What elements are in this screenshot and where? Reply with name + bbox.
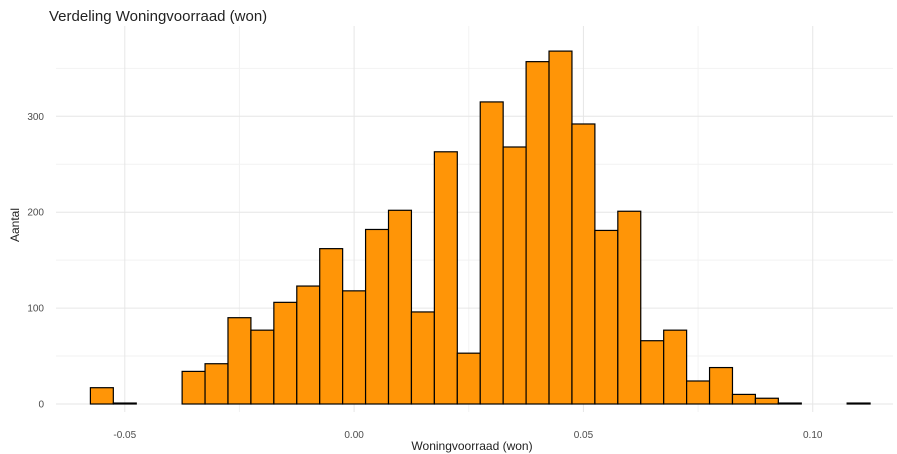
histogram-bar — [686, 380, 711, 405]
histogram-bar — [548, 50, 573, 405]
histogram-bar — [433, 151, 458, 405]
x-tick-label: 0.10 — [803, 430, 823, 441]
histogram-bar — [708, 366, 734, 405]
histogram-bar — [571, 123, 596, 405]
y-tick-label: 100 — [27, 304, 44, 315]
x-tick-labels: -0.05 0.00 0.05 0.10 — [113, 430, 823, 441]
histogram-bar — [594, 229, 619, 405]
histogram-bars — [89, 50, 871, 405]
histogram-bar — [479, 101, 504, 405]
chart-title: Verdeling Woningvoorraad (won) — [49, 8, 268, 25]
histogram-bar — [250, 329, 275, 405]
x-axis-label: Woningvoorraad (won) — [411, 439, 532, 453]
histogram-bar — [663, 329, 688, 405]
histogram-bar — [456, 352, 481, 405]
x-tick-label: 0.00 — [344, 430, 364, 441]
histogram-bar — [112, 402, 137, 405]
histogram-bar — [731, 393, 757, 405]
histogram-bar — [502, 146, 527, 405]
histogram-bar — [387, 209, 413, 405]
histogram-bar — [319, 248, 344, 405]
y-tick-label: 200 — [27, 208, 44, 219]
x-tick-label: -0.05 — [113, 430, 136, 441]
y-tick-labels: 0 100 200 300 — [27, 112, 44, 411]
histogram-bar — [525, 61, 550, 405]
histogram-bar — [204, 363, 229, 405]
histogram-bar — [273, 301, 298, 405]
y-tick-label: 0 — [38, 400, 44, 411]
histogram-bar — [342, 290, 367, 405]
histogram-bar — [754, 397, 779, 405]
histogram-bar — [296, 285, 321, 405]
y-tick-label: 300 — [27, 112, 44, 123]
histogram-bar — [227, 317, 252, 405]
histogram-bar — [846, 402, 871, 405]
histogram-bar — [617, 210, 642, 405]
histogram-bar — [410, 311, 435, 405]
histogram-bar — [364, 228, 390, 405]
x-tick-label: 0.05 — [574, 430, 594, 441]
histogram-bar — [777, 402, 802, 405]
histogram-bar — [640, 340, 665, 405]
histogram-bar — [181, 370, 206, 405]
histogram-bar — [89, 387, 114, 405]
y-axis-label: Aantal — [8, 208, 22, 242]
